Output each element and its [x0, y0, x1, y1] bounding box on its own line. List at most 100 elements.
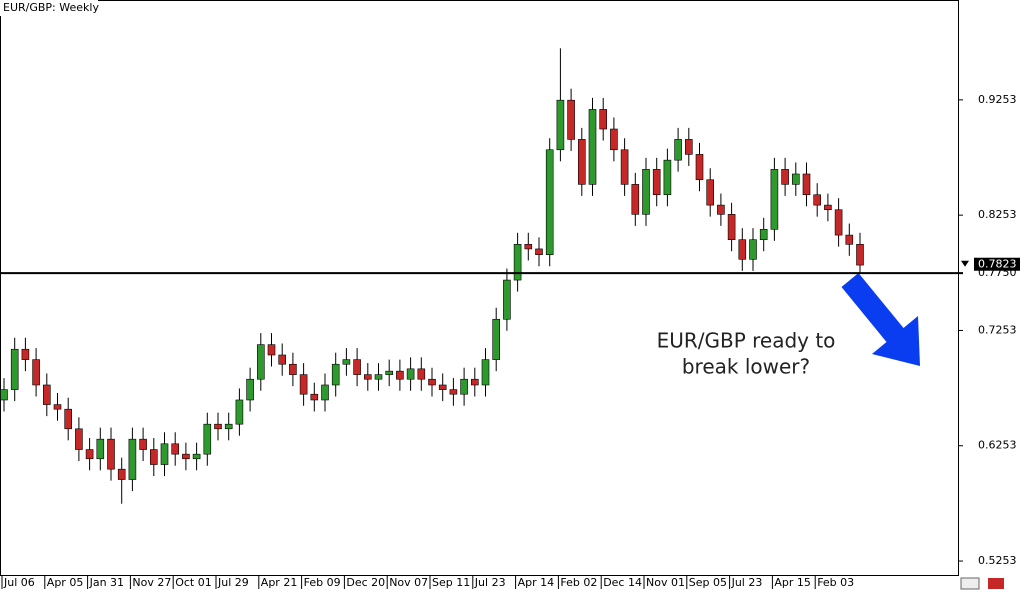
- candle-body: [85, 449, 94, 460]
- candle-body: [203, 423, 212, 455]
- down-arrow: [841, 273, 920, 366]
- x-tick-label: Feb 09: [304, 576, 341, 589]
- x-tick-label: Apr 05: [47, 576, 84, 589]
- toolbar-icon[interactable]: [988, 578, 1004, 589]
- x-tick-label: Jul 23: [474, 576, 506, 589]
- candle-body: [738, 239, 747, 260]
- x-tick-label: Apr 15: [774, 576, 811, 589]
- candle-body: [75, 428, 83, 450]
- candle-body: [107, 438, 115, 470]
- candle-body: [160, 443, 169, 465]
- candle-body: [21, 348, 30, 360]
- candle-body: [706, 179, 715, 206]
- x-tick-label: Apr 21: [261, 576, 298, 589]
- candle-body: [749, 239, 757, 260]
- x-tick-label: Dec 14: [603, 576, 642, 589]
- candle-body: [310, 393, 319, 401]
- candle-body: [438, 384, 447, 390]
- candle-body: [182, 453, 190, 460]
- candle-body: [556, 99, 565, 151]
- x-tick-label: Sep 11: [432, 576, 470, 589]
- x-tick-label: Sep 05: [689, 576, 727, 589]
- candle-body: [599, 109, 608, 130]
- x-tick-label: Jul 29: [217, 576, 249, 589]
- candle-body: [406, 368, 415, 380]
- candle-body: [139, 438, 147, 450]
- candle-body: [524, 244, 533, 250]
- candle-body: [299, 374, 308, 395]
- y-tick-label: 0.5253: [978, 554, 1017, 567]
- candle-body: [214, 423, 222, 430]
- candle-body: [363, 374, 372, 380]
- candle-body: [717, 204, 725, 215]
- candle-body: [567, 99, 575, 140]
- candle-body: [492, 318, 501, 360]
- title-bg: [0, 0, 98, 16]
- price-tag: [974, 257, 1020, 271]
- candle-body: [321, 384, 329, 401]
- candle-body: [353, 359, 361, 375]
- candle-body: [652, 169, 661, 196]
- candle-body: [631, 184, 640, 215]
- y-tick-label: 0.6253: [978, 439, 1017, 452]
- annotation: break lower?: [682, 355, 810, 379]
- candle-body: [813, 194, 822, 206]
- x-tick-label: Jan 31: [89, 576, 124, 589]
- candle-body: [32, 359, 40, 386]
- x-tick-label: Nov 27: [132, 576, 171, 589]
- candle-body: [759, 229, 768, 241]
- candle-body: [42, 384, 51, 405]
- x-tick-label: Oct 01: [175, 576, 212, 589]
- candle-body: [545, 149, 554, 255]
- candle-body: [845, 234, 854, 245]
- candle-body: [224, 423, 233, 430]
- candle-body: [781, 169, 789, 185]
- candle-body: [246, 378, 254, 401]
- candle-body: [642, 169, 650, 215]
- candle-body: [449, 389, 458, 395]
- x-tick-label: Jul 06: [3, 576, 35, 589]
- candle-body: [96, 438, 105, 460]
- candle-body: [64, 408, 72, 430]
- candle-body: [791, 173, 800, 185]
- candle-body: [802, 173, 811, 196]
- x-tick-label: Apr 14: [518, 576, 555, 589]
- toolbar-icon[interactable]: [960, 577, 980, 590]
- candle-body: [10, 348, 19, 390]
- candle-body: [470, 378, 479, 386]
- candle-body: [481, 359, 490, 386]
- candle-body: [417, 368, 426, 380]
- candle-body: [171, 443, 179, 455]
- x-tick-label: Nov 01: [646, 576, 685, 589]
- candle-body: [278, 354, 287, 365]
- candle-body: [856, 244, 864, 266]
- candle-body: [513, 244, 522, 281]
- y-tick-label: 0.8253: [978, 208, 1017, 221]
- candle-body: [770, 169, 779, 230]
- candle-body: [535, 248, 543, 255]
- candle-body: [684, 139, 693, 155]
- candle-body: [342, 359, 351, 365]
- candles: [0, 48, 864, 504]
- candle-body: [289, 363, 297, 375]
- candle-body: [374, 374, 383, 380]
- candle-body: [834, 209, 843, 236]
- candle-body: [117, 468, 126, 480]
- x-tick-label: Dec 20: [346, 576, 385, 589]
- candle-body: [331, 363, 340, 386]
- chart-title: EUR/GBP: Weekly: [3, 1, 99, 14]
- candle-body: [620, 149, 629, 185]
- candle-body: [192, 453, 201, 460]
- candle-body: [385, 370, 394, 375]
- x-tick-label: Feb 03: [817, 576, 854, 589]
- candle-body: [460, 378, 468, 395]
- price-marker: [961, 260, 969, 267]
- candle-body: [128, 438, 137, 480]
- candle-body: [256, 344, 265, 380]
- candle-body: [503, 279, 511, 320]
- candle-body: [824, 204, 832, 211]
- candle-body: [727, 214, 736, 241]
- candle-body: [663, 159, 672, 196]
